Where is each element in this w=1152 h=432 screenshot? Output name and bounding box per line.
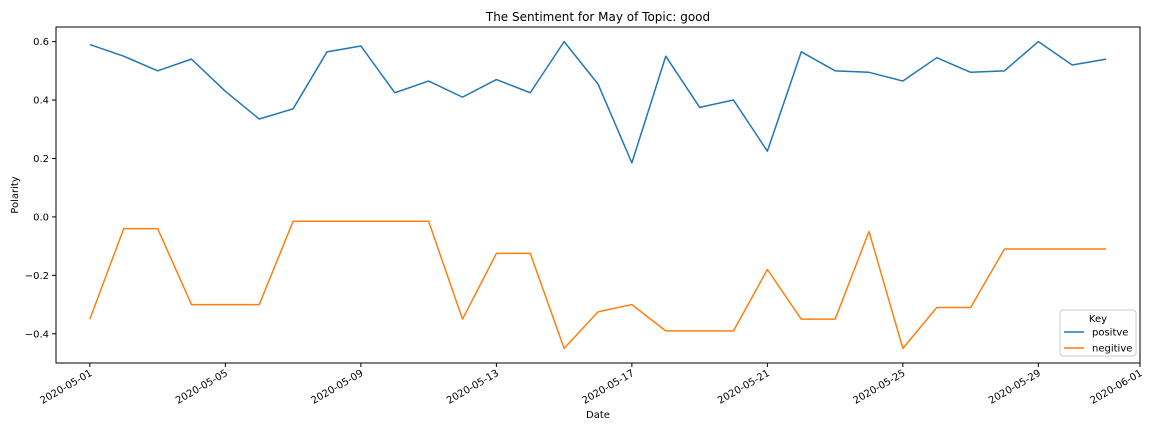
y-tick-label: 0.2 [33,154,49,165]
series-line-positve [89,40,1107,164]
legend-title: Key [1089,314,1107,325]
y-tick-label: −0.4 [25,329,49,340]
y-tick-label: 0.6 [33,37,49,48]
y-axis-ticks: 0.6 0.4 0.2 0.0 −0.2 −0.4 [25,37,56,340]
x-axis-label: Date [586,410,610,421]
series-line-negitive [89,220,1107,350]
chart-title: The Sentiment for May of Topic: good [485,10,710,24]
legend-entries: positve negitive [1064,328,1132,355]
y-axis-label: Polarity [10,176,21,214]
legend-label: negitive [1092,344,1132,355]
legend-label: positve [1092,328,1128,339]
y-tick-label: 0.0 [33,212,49,223]
plot-frame [55,26,1141,364]
series-lines [89,40,1107,350]
legend-box [1059,309,1137,357]
y-tick-label: −0.2 [25,271,49,282]
y-tick-label: 0.4 [33,96,49,107]
legend: Key positve negitive [1059,309,1137,357]
